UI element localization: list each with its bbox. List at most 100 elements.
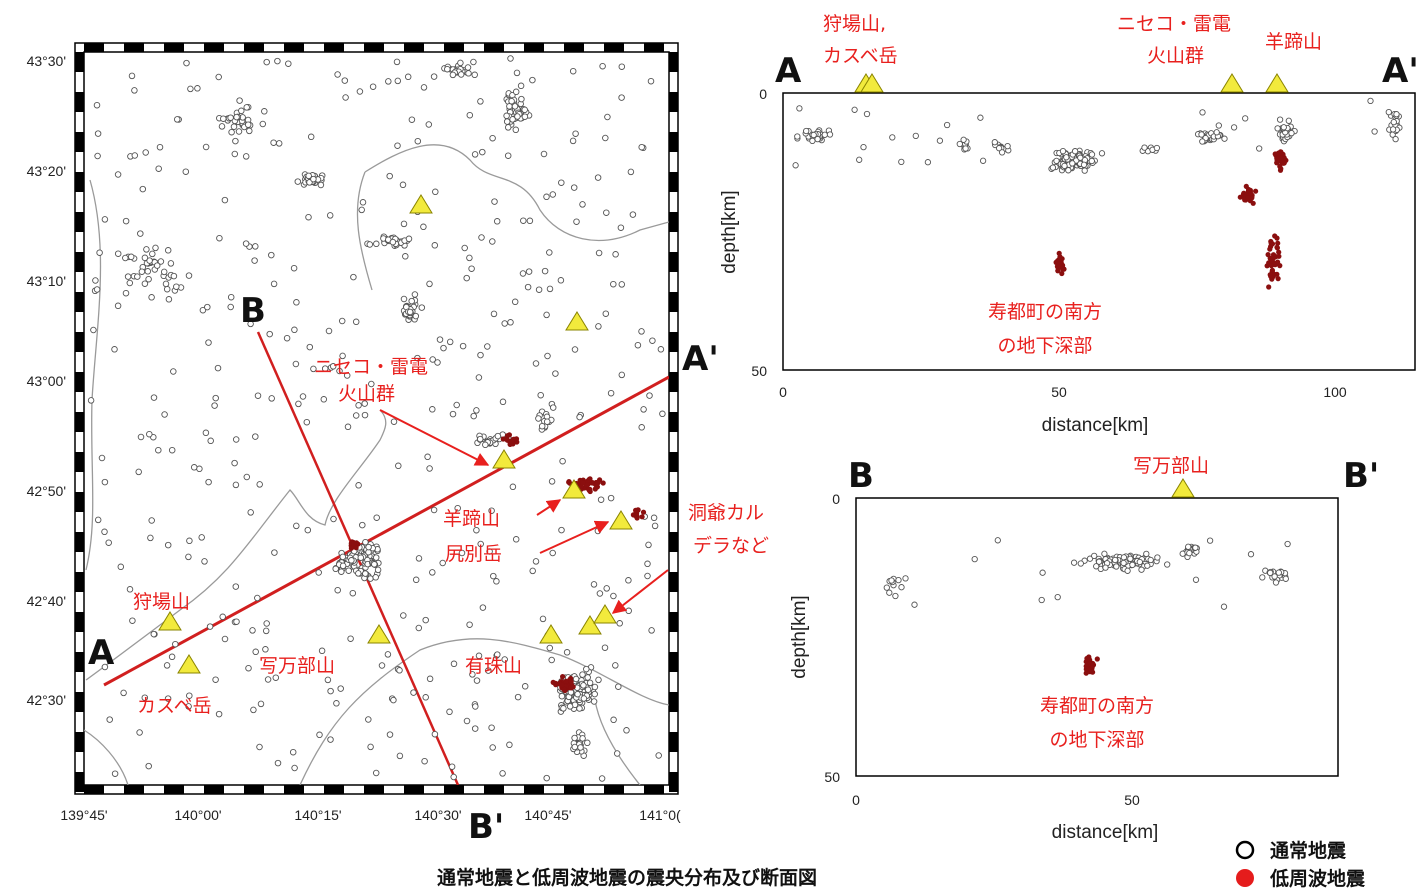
normal-quake bbox=[148, 294, 155, 301]
normal-quake bbox=[202, 429, 210, 437]
normal-quake bbox=[1086, 555, 1094, 562]
frame-check bbox=[524, 43, 544, 52]
normal-quake bbox=[1141, 144, 1148, 151]
normal-quake bbox=[436, 336, 444, 343]
normal-quake bbox=[521, 683, 529, 690]
normal-quake bbox=[574, 690, 581, 698]
normal-quake bbox=[236, 97, 243, 104]
low-frequency-quake bbox=[586, 487, 592, 493]
normal-quake bbox=[249, 627, 256, 634]
normal-quake bbox=[1247, 551, 1255, 558]
normal-earthquake-epicenters bbox=[87, 55, 666, 782]
normal-quake bbox=[1153, 144, 1161, 152]
normal-quake bbox=[294, 178, 302, 185]
normal-quake bbox=[651, 522, 659, 530]
normal-quake bbox=[338, 568, 345, 575]
normal-quake bbox=[886, 589, 893, 596]
normal-quake bbox=[612, 662, 619, 669]
normal-quake bbox=[444, 65, 451, 73]
normal-quake bbox=[362, 538, 369, 546]
normal-quake bbox=[412, 312, 420, 320]
normal-quake bbox=[638, 424, 645, 431]
normal-quake bbox=[207, 437, 214, 445]
low-frequency-quake bbox=[1059, 270, 1065, 277]
normal-quake bbox=[577, 744, 584, 751]
normal-quake bbox=[607, 389, 615, 397]
normal-quake bbox=[431, 730, 439, 738]
normal-quake bbox=[826, 131, 834, 138]
normal-quake bbox=[459, 342, 467, 350]
normal-quake bbox=[623, 727, 630, 734]
normal-quake bbox=[488, 724, 495, 731]
frame-check bbox=[669, 772, 678, 792]
lon-label: 140°30' bbox=[414, 807, 461, 823]
normal-quake bbox=[1392, 135, 1399, 143]
normal-quake bbox=[264, 676, 272, 683]
lat-label: 43°00' bbox=[27, 373, 66, 389]
normal-quake bbox=[137, 433, 145, 441]
label-toya-line1: 洞爺カル bbox=[688, 502, 764, 524]
frame-check bbox=[669, 492, 678, 512]
normal-quake bbox=[1039, 569, 1046, 576]
normal-quake bbox=[472, 703, 479, 710]
profile-label-a-prime: A' bbox=[682, 339, 719, 379]
normal-quake bbox=[114, 302, 122, 310]
normal-quake bbox=[583, 665, 590, 673]
normal-quake bbox=[153, 262, 161, 269]
normal-quake bbox=[93, 286, 101, 293]
normal-quake bbox=[603, 585, 610, 592]
normal-quake bbox=[450, 773, 457, 781]
label-kasube: カスベ岳 bbox=[137, 695, 212, 717]
low-frequency-quake bbox=[1267, 246, 1273, 252]
low-frequency-quake bbox=[1246, 186, 1252, 193]
normal-quake bbox=[470, 58, 477, 66]
normal-quake bbox=[1098, 150, 1106, 157]
normal-quake bbox=[1091, 552, 1098, 560]
normal-quake bbox=[586, 679, 594, 687]
normal-quake bbox=[155, 165, 162, 172]
normal-quake bbox=[509, 483, 517, 491]
normal-quake bbox=[231, 459, 238, 467]
normal-quake bbox=[156, 143, 164, 151]
normal-quake bbox=[860, 143, 867, 151]
normal-quake bbox=[604, 113, 611, 121]
normal-quake bbox=[511, 103, 519, 110]
frame-check bbox=[244, 43, 264, 52]
frame-check bbox=[75, 732, 84, 752]
low-frequency-quake bbox=[568, 685, 574, 691]
legend: 通常地震 低周波地震 bbox=[1235, 839, 1366, 890]
normal-quake bbox=[285, 60, 292, 67]
normal-quake bbox=[411, 291, 419, 298]
normal-quake bbox=[552, 370, 559, 377]
frame-check bbox=[124, 785, 144, 794]
normal-quake bbox=[549, 191, 557, 198]
normal-quake bbox=[145, 762, 152, 770]
normal-quake bbox=[339, 562, 347, 570]
lon-label: 141°0( bbox=[639, 807, 681, 823]
normal-quake bbox=[304, 526, 312, 534]
normal-quake bbox=[603, 209, 610, 216]
normal-quake bbox=[219, 613, 226, 621]
frame-check bbox=[75, 772, 84, 792]
normal-quake bbox=[257, 700, 265, 708]
normal-quake bbox=[560, 705, 567, 712]
normal-quake bbox=[1199, 109, 1206, 116]
low-frequency-quake bbox=[1245, 195, 1251, 201]
normal-quake bbox=[895, 576, 902, 584]
frame-check bbox=[324, 785, 344, 794]
label-yotei: 羊蹄山 bbox=[443, 508, 500, 530]
normal-quake bbox=[251, 257, 258, 264]
normal-quake bbox=[408, 297, 415, 305]
normal-quake bbox=[361, 411, 369, 419]
normal-quake bbox=[506, 741, 513, 749]
normal-quake bbox=[137, 230, 144, 237]
normal-quake bbox=[365, 716, 372, 723]
normal-quake bbox=[94, 516, 102, 524]
normal-quake bbox=[1077, 154, 1084, 161]
frame-check bbox=[204, 43, 224, 52]
normal-quake bbox=[1367, 97, 1374, 105]
normal-quake bbox=[892, 592, 899, 600]
normal-quake bbox=[160, 268, 168, 276]
low-frequency-quake bbox=[592, 486, 598, 492]
normal-quake bbox=[471, 725, 479, 732]
